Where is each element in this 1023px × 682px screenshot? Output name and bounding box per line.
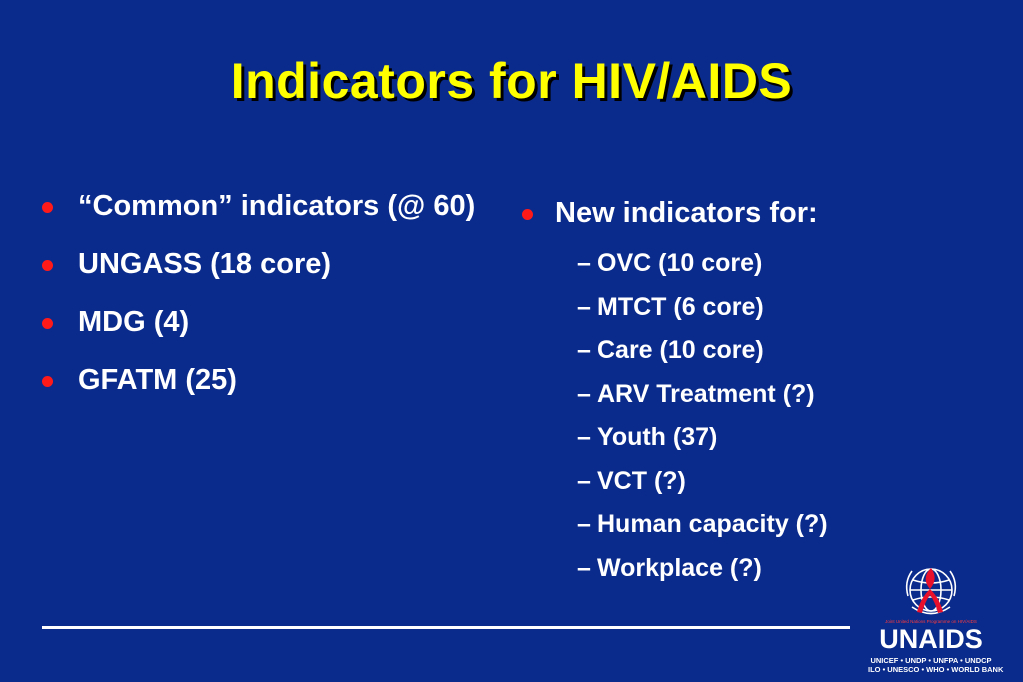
sub-item-ovc: – OVC (10 core) — [577, 242, 940, 286]
unaids-logo: Joint United Nations Programme on HIV/AI… — [868, 560, 1004, 674]
bullet-dot-icon — [42, 376, 53, 387]
logo-cosponsors-line-1: UNICEF • UNDP • UNFPA • UNDCP — [870, 656, 992, 665]
bullet-new-indicators: New indicators for: — [520, 192, 940, 234]
sub-item-text: Youth (37) — [597, 423, 718, 451]
logo-cosponsors-line-2: ILO • UNESCO • WHO • WORLD BANK — [868, 665, 1004, 674]
bullet-dot-icon — [42, 318, 53, 329]
bullet-text: New indicators for: — [555, 197, 818, 229]
un-globe-ribbon-icon — [905, 568, 957, 615]
right-bullet-list: New indicators for: – OVC (10 core) – MTCT… — [520, 192, 940, 590]
dash-icon: – — [577, 379, 591, 408]
bullet-common-indicators: “Common” indicators (@ 60) — [40, 185, 510, 227]
sub-item-text: Workplace (?) — [597, 553, 762, 582]
sub-item-text: VCT (?) — [597, 466, 686, 495]
bullet-text: UNGASS (18 core) — [78, 248, 332, 280]
dash-icon: – — [577, 553, 591, 582]
sub-item-youth: – Youth (37) — [577, 416, 940, 460]
sub-item-text: ARV Treatment (?) — [597, 379, 815, 408]
left-bullet-list: “Common” indicators (@ 60) UNGASS (18 co… — [40, 185, 510, 417]
bullet-text: MDG (4) — [78, 306, 190, 338]
bullet-dot-icon — [42, 202, 53, 213]
logo-tagline: Joint United Nations Programme on HIV/AI… — [885, 619, 977, 624]
sub-item-arv-treatment: – ARV Treatment (?) — [577, 373, 940, 417]
sub-item-care: – Care (10 core) — [577, 329, 940, 373]
sub-item-human-capacity: – Human capacity (?) — [577, 503, 940, 547]
dash-icon: – — [577, 510, 591, 538]
logo-wordmark: UNAIDS — [879, 624, 983, 654]
bullet-dot-icon — [42, 260, 53, 271]
bullet-text: “Common” indicators (@ 60) — [78, 190, 476, 222]
bullet-text: GFATM (25) — [78, 364, 237, 396]
sub-item-text: Care (10 core) — [597, 336, 764, 364]
bullet-dot-icon — [522, 209, 533, 220]
dash-icon: – — [577, 336, 591, 364]
dash-icon: – — [577, 466, 591, 495]
bullet-gfatm: GFATM (25) — [40, 359, 510, 401]
slide-title: Indicators for HIV/AIDS — [230, 53, 793, 109]
dash-icon: – — [577, 423, 591, 451]
sub-item-mtct: – MTCT (6 core) — [577, 286, 940, 330]
bullet-mdg: MDG (4) — [40, 301, 510, 343]
sub-item-list: – OVC (10 core) – MTCT (6 core) – Care (10 … — [520, 242, 940, 590]
dash-icon: – — [577, 292, 591, 321]
sub-item-text: Human capacity (?) — [597, 510, 828, 538]
sub-item-text: OVC (10 core) — [597, 249, 763, 277]
footer-divider — [42, 626, 850, 629]
sub-item-workplace: – Workplace (?) — [577, 547, 940, 591]
sub-item-vct: – VCT (?) — [577, 460, 940, 504]
dash-icon: – — [577, 249, 591, 277]
bullet-ungass: UNGASS (18 core) — [40, 243, 510, 285]
sub-item-text: MTCT (6 core) — [597, 292, 764, 321]
